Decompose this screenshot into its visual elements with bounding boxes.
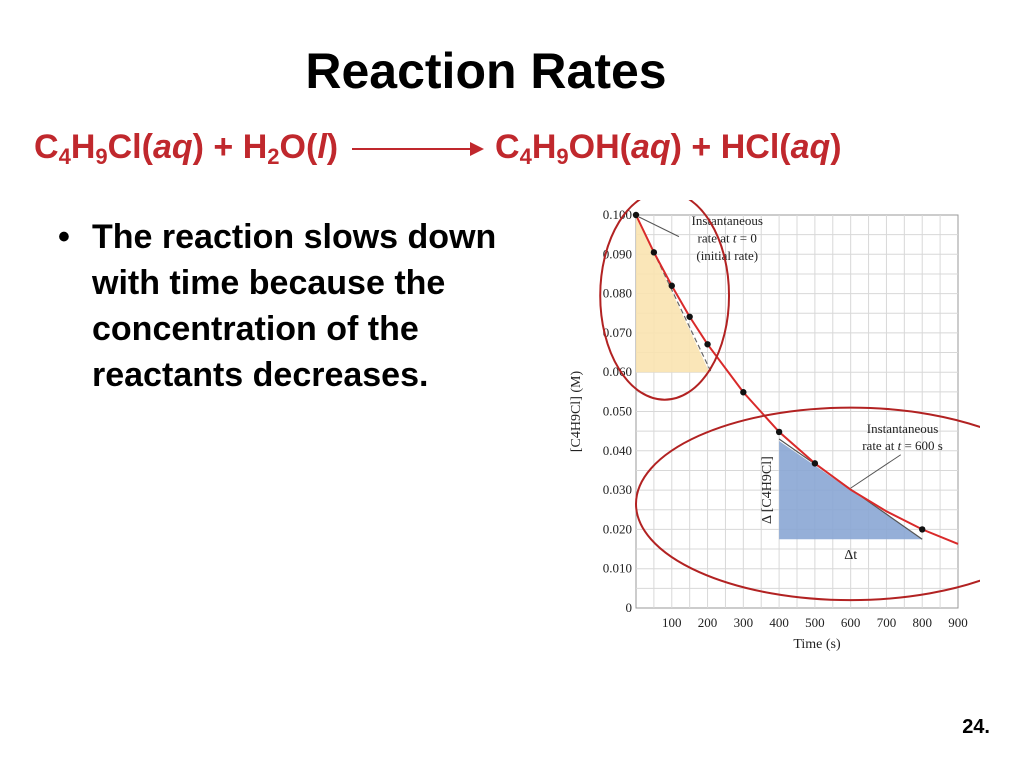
- later-annotation-line2: rate at t = 600 s: [862, 438, 943, 453]
- data-point: [919, 526, 926, 533]
- concentration-time-chart: 0 0.010 0.020 0.030 0.040 0.050 0.060 0.070 0.08…: [569, 200, 980, 652]
- initial-annotation-line1: Instantaneous: [691, 213, 762, 228]
- x-axis-label: Time (s): [793, 637, 841, 652]
- initial-rate-triangle: [636, 215, 710, 373]
- data-point: [668, 282, 675, 289]
- initial-rate-tangent: [635, 214, 712, 373]
- y-tick-label: 0.060: [603, 364, 632, 379]
- y-tick-label: 0.070: [603, 325, 632, 340]
- decay-curve: [635, 214, 959, 545]
- initial-annotation-line3: (initial rate): [696, 248, 758, 263]
- delta-time-label: Δt: [844, 548, 857, 563]
- y-tick-label: 0.040: [603, 443, 632, 458]
- data-point: [811, 460, 819, 467]
- chemical-equation: C4H9Cl(aq) + H2O(l) C4H9OH(aq) + HCl(aq): [34, 128, 842, 169]
- x-tick-label: 400: [769, 615, 789, 630]
- y-axis-label: [C4H9Cl] (M): [569, 371, 584, 453]
- x-tick-label: 900: [948, 615, 968, 630]
- x-tick-label: 100: [662, 615, 682, 630]
- slide-title: Reaction Rates: [305, 43, 667, 99]
- bullet-dot: •: [58, 218, 70, 256]
- bullet-point: • The reaction slows down with time beca…: [58, 214, 498, 398]
- data-point: [740, 389, 747, 396]
- y-tick-label: 0.050: [603, 404, 632, 419]
- initial-annotation-line2: rate at t = 0: [698, 231, 757, 246]
- initial-rate-circle: [599, 200, 731, 401]
- data-point: [650, 249, 658, 256]
- data-point: [704, 341, 711, 348]
- bullet-text: The reaction slows down with time becaus…: [92, 218, 497, 394]
- x-tick-label: 200: [698, 615, 718, 630]
- data-point: [632, 211, 640, 219]
- y-tick-label: 0.090: [603, 246, 632, 261]
- delta-concentration-label: Δ [C4H9Cl]: [760, 456, 775, 524]
- x-tick-label: 500: [805, 615, 825, 630]
- data-point: [686, 313, 693, 320]
- initial-annotation-pointer: [638, 216, 680, 238]
- x-tick-label: 800: [912, 615, 932, 630]
- page-number: 24.: [962, 716, 990, 738]
- x-tick-label: 600: [841, 615, 861, 630]
- y-tick-label: 0.010: [603, 561, 632, 576]
- x-tick-label: 700: [877, 615, 897, 630]
- y-tick-label: 0.100: [603, 207, 632, 222]
- y-tick-label: 0.030: [603, 482, 632, 497]
- reaction-arrow-icon: [351, 142, 484, 157]
- y-tick-label: 0.020: [603, 521, 632, 536]
- later-annotation-pointer: [850, 454, 902, 489]
- x-tick-label: 300: [734, 615, 754, 630]
- data-point: [775, 428, 783, 436]
- y-tick-label: 0: [626, 600, 633, 615]
- later-annotation-line1: Instantaneous: [867, 421, 938, 436]
- y-tick-label: 0.080: [603, 286, 632, 301]
- later-rate-circle: [635, 406, 980, 602]
